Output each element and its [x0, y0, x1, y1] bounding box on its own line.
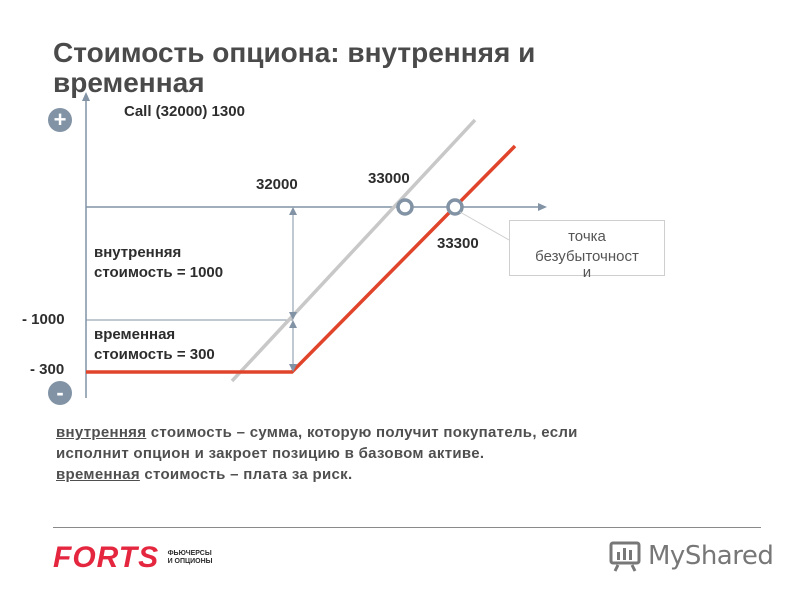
intrinsic-value-label: внутренняя стоимость = 1000 [94, 243, 223, 283]
time-value-label: временная стоимость = 300 [94, 325, 215, 365]
definition-intrinsic-rest: стоимость – сумма, которую получит покуп… [146, 424, 578, 441]
breakeven-value-label: 33300 [437, 235, 479, 252]
definition-intrinsic-cont: исполнит опцион и закроет позицию в базо… [56, 445, 485, 462]
payoff-diagram [82, 92, 547, 398]
term-intrinsic: внутренняя [56, 424, 147, 441]
intrinsic-label-line2: стоимость = 1000 [94, 264, 224, 281]
definition-time: временная стоимость – плата за риск. [56, 464, 776, 485]
intrinsic-label-line1: внутренняя [94, 244, 182, 261]
time-label-line2: стоимость = 300 [94, 346, 215, 363]
level-33000-label: 33000 [368, 170, 410, 187]
myshared-logo: MyShared [608, 538, 774, 574]
slide-title: Стоимость опциона: внутренняя и временна… [53, 37, 536, 98]
callout-line2: безубыточност [535, 248, 639, 265]
payoff-line [86, 144, 517, 374]
minus-sign-icon: - [48, 381, 72, 405]
forts-sub-line2: И ОПЦИОНЫ [167, 558, 213, 565]
time-label-line1: временная [94, 326, 176, 343]
definition-time-rest: стоимость – плата за риск. [139, 466, 353, 483]
intrinsic-arrow-head-bottom [289, 312, 297, 320]
forts-sub-line1: ФЬЮЧЕРСЫ [167, 550, 212, 557]
intrinsic-arrow-head-top [289, 207, 297, 215]
x-axis-arrow [538, 203, 547, 211]
time-value-arrow-head-top [289, 320, 297, 328]
forts-logo-text: FORTS [53, 541, 160, 574]
time-value-arrow-head-bottom [289, 364, 297, 372]
callout-line3: и [582, 264, 592, 281]
minus-300-label: - 300 [30, 361, 65, 378]
forts-logo: FORTS ФЬЮЧЕРСЫ И ОПЦИОНЫ [53, 540, 228, 576]
plus-sign-icon: + [48, 108, 72, 132]
callout-line1: точка [568, 228, 606, 245]
strike-label: 32000 [256, 176, 298, 193]
footer-divider [53, 527, 761, 528]
y-axis-arrow [82, 92, 90, 101]
callout-pointer [459, 211, 510, 241]
definitions-text: внутренняя стоимость – сумма, которую по… [56, 422, 776, 485]
point-33000-marker [396, 198, 414, 216]
minus-1000-label: - 1000 [22, 311, 65, 328]
forts-logo-subtitle: ФЬЮЧЕРСЫ И ОПЦИОНЫ [168, 550, 228, 566]
definition-intrinsic: внутренняя стоимость – сумма, которую по… [56, 422, 776, 443]
intrinsic-value-line [230, 118, 477, 383]
myshared-logo-text: MyShared [648, 541, 774, 571]
breakeven-point-marker [446, 198, 464, 216]
breakeven-callout: точка безубыточност и [509, 220, 665, 281]
myshared-icon [609, 541, 641, 572]
option-label: Call (32000) 1300 [124, 103, 245, 120]
term-time: временная [56, 466, 140, 483]
